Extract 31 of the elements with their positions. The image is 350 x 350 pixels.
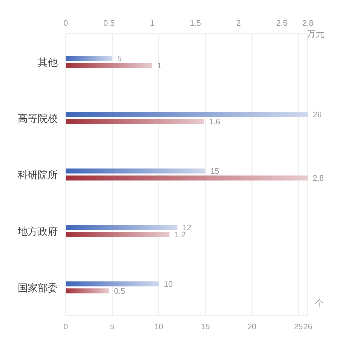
x2-tick-label: 2.8 bbox=[302, 19, 314, 28]
x-tick-label: 5 bbox=[110, 322, 116, 332]
data-label: 1.2 bbox=[174, 230, 186, 240]
x-tick-label: 20 bbox=[248, 322, 258, 332]
x-tick-label: 25 bbox=[294, 322, 304, 332]
x-tick-label: 0 bbox=[64, 322, 69, 332]
data-label: 0.5 bbox=[114, 286, 126, 296]
data-label: 5 bbox=[118, 54, 123, 64]
data-label: 15 bbox=[210, 167, 220, 176]
x2-tick-label: 1 bbox=[150, 19, 156, 28]
data-label: 26 bbox=[313, 110, 322, 120]
data-label: 12 bbox=[182, 224, 192, 233]
data-label: 2.8 bbox=[313, 174, 325, 184]
x-tick-label: 15 bbox=[201, 322, 211, 332]
x2-tick-label: 2 bbox=[236, 19, 242, 28]
x2-tick-label: 0 bbox=[64, 19, 69, 28]
x2-axis-title: 万元 bbox=[307, 29, 325, 39]
x2-tick-label: 1.5 bbox=[190, 19, 202, 28]
data-label: 1.6 bbox=[209, 118, 221, 127]
x-tick-label: 10 bbox=[154, 322, 164, 332]
y-tick-label: 高等院校 bbox=[18, 113, 58, 126]
data-label: 1 bbox=[157, 61, 162, 70]
x-tick-label: 26 bbox=[304, 322, 313, 332]
y-tick-label: 地方政府 bbox=[17, 226, 58, 238]
x-axis-title: 个 bbox=[315, 298, 324, 308]
x2-tick-label: 0.5 bbox=[104, 19, 116, 28]
y-tick-label: 科研院所 bbox=[18, 170, 58, 182]
y-tick-label: 其他 bbox=[38, 56, 58, 69]
y-tick-label: 国家部委 bbox=[18, 282, 58, 294]
data-label: 10 bbox=[164, 280, 174, 289]
x2-tick-label: 2.5 bbox=[276, 19, 288, 28]
